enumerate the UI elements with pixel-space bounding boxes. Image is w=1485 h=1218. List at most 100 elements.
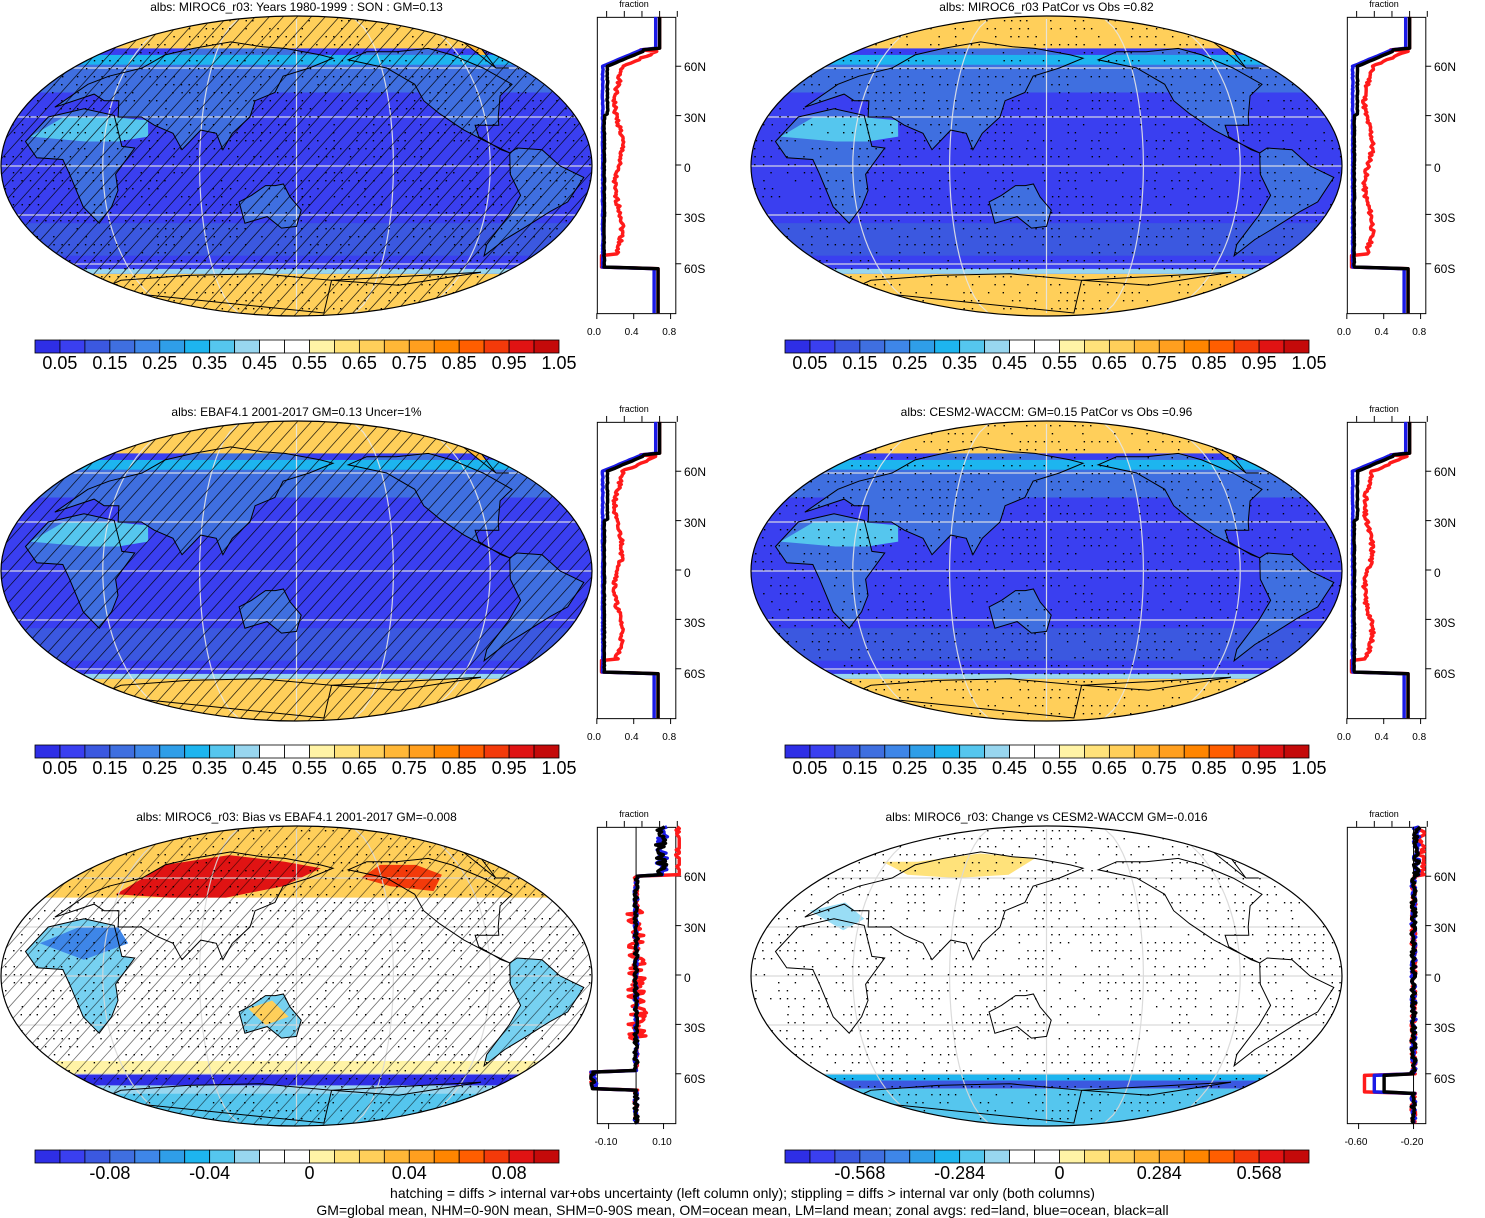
colorbar-label: 0.65: [1091, 353, 1127, 373]
zonal-tick-label: 0.4: [1374, 732, 1389, 743]
colorbar-label: 0.55: [291, 758, 327, 778]
colorbar-label: 0.15: [842, 353, 878, 373]
colorbar-label: 1.05: [1291, 353, 1327, 373]
colorbar: [34, 744, 560, 759]
latitude-label: 60S: [1434, 1071, 1456, 1086]
latitude-label: 30S: [684, 616, 706, 631]
colorbar-label: 0.45: [242, 758, 278, 778]
latitude-label: 30S: [684, 211, 706, 226]
latitude-label: 0: [1434, 566, 1441, 580]
zonal-average-plot: [1346, 10, 1432, 320]
colorbar-label: 0.75: [391, 758, 427, 778]
latitude-label: 60N: [1434, 60, 1457, 75]
latitude-label: 30N: [1434, 515, 1457, 530]
latitude-label: 30S: [684, 1021, 706, 1036]
colorbar-label: 1.05: [541, 353, 577, 373]
latitude-label: 60N: [684, 870, 707, 885]
colorbar-label: 1.05: [541, 758, 577, 778]
zonal-tick-label: -0.10: [594, 1137, 618, 1148]
colorbar-label: 0.05: [42, 758, 78, 778]
panel-title: albs: MIROC6_r03: Years 1980-1999 : SON …: [150, 0, 443, 14]
zonal-average-plot: [596, 10, 682, 320]
colorbar-label: 0.15: [92, 353, 128, 373]
latitude-label: 60S: [684, 666, 706, 681]
colorbar-label: 0.25: [892, 758, 928, 778]
latitude-label: 60N: [684, 465, 707, 480]
panel-3: albs: EBAF4.1 2001-2017 GM=0.13 Uncer=1%…: [0, 404, 735, 810]
latitude-label: 30S: [1434, 1021, 1456, 1036]
global-map: [750, 420, 1343, 722]
zonal-average-plot: [1346, 415, 1432, 725]
colorbar-label: 0.45: [242, 353, 278, 373]
latitude-label: 60N: [1434, 870, 1457, 885]
latitude-label: 30N: [684, 920, 707, 935]
panel-title: albs: MIROC6_r03: Bias vs EBAF4.1 2001-2…: [136, 810, 457, 824]
latitude-label: 30N: [1434, 110, 1457, 125]
latitude-label: 30N: [1434, 920, 1457, 935]
panel-title: albs: EBAF4.1 2001-2017 GM=0.13 Uncer=1%: [171, 405, 422, 419]
global-map: [750, 15, 1343, 317]
zonal-tick-label: 0.4: [624, 732, 639, 743]
zonal-average-plot: [589, 820, 682, 1130]
zonal-tick-label: 0.0: [1337, 327, 1351, 338]
colorbar-label: 0.25: [142, 353, 178, 373]
zonal-axis-title: fraction: [1369, 404, 1399, 414]
colorbar-label: 0: [1054, 1163, 1065, 1183]
colorbar-label: 0.95: [1241, 758, 1277, 778]
panel-4: albs: CESM2-WACCM: GM=0.15 PatCor vs Obs…: [750, 404, 1485, 810]
colorbar-label: 0.35: [942, 353, 978, 373]
colorbar-label: 0.284: [1136, 1163, 1182, 1183]
latitude-label: 60N: [1434, 465, 1457, 480]
zonal-average-plot: [596, 415, 682, 725]
zonal-tick-label: 0.4: [624, 327, 639, 338]
zonal-tick-label: 0.8: [662, 327, 677, 338]
panel-2: albs: MIROC6_r03 PatCor vs Obs =0.82 frac…: [750, 0, 1485, 405]
global-map: [0, 825, 593, 1127]
latitude-label: 60S: [1434, 261, 1456, 276]
colorbar-label: -0.284: [934, 1163, 986, 1183]
colorbar-label: -0.08: [89, 1163, 131, 1183]
footer-line-1: hatching = diffs > internal var+obs unce…: [390, 1185, 1095, 1201]
global-map: [0, 15, 593, 317]
global-map: [0, 420, 593, 722]
colorbar-label: 0.08: [491, 1163, 527, 1183]
colorbar-label: 0.65: [341, 758, 377, 778]
colorbar-label: 0.85: [1191, 758, 1227, 778]
colorbar-label: 0.55: [291, 353, 327, 373]
latitude-label: 0: [684, 566, 691, 580]
colorbar-label: 0.85: [441, 353, 477, 373]
panel-5: albs: MIROC6_r03: Bias vs EBAF4.1 2001-2…: [0, 809, 735, 1215]
colorbar-label: 0.55: [1041, 758, 1077, 778]
zonal-tick-label: 0.8: [1412, 327, 1427, 338]
panel-title: albs: MIROC6_r03 PatCor vs Obs =0.82: [939, 0, 1154, 14]
colorbar-label: 0.15: [92, 758, 128, 778]
latitude-label: 30N: [684, 515, 707, 530]
panel-title: albs: MIROC6_r03: Change vs CESM2-WACCM …: [885, 810, 1208, 824]
colorbar: [784, 339, 1310, 354]
colorbar-label: 0.85: [441, 758, 477, 778]
colorbar-label: 0.65: [1091, 758, 1127, 778]
colorbar-label: 0.65: [341, 353, 377, 373]
colorbar-label: 0.35: [192, 758, 228, 778]
zonal-tick-label: 0.8: [1412, 732, 1427, 743]
colorbar-label: 0.75: [1141, 758, 1177, 778]
colorbar: [784, 744, 1310, 759]
zonal-average-plot: [1346, 820, 1432, 1130]
latitude-label: 60N: [684, 60, 707, 75]
zonal-tick-label: 0.0: [587, 732, 601, 743]
zonal-tick-label: 0.4: [1374, 327, 1389, 338]
latitude-label: 60S: [1434, 666, 1456, 681]
colorbar-label: 0.75: [1141, 353, 1177, 373]
zonal-tick-label: -0.20: [1400, 1137, 1424, 1148]
colorbar-label: 0.45: [992, 353, 1028, 373]
colorbar-label: 1.05: [1291, 758, 1327, 778]
zonal-axis-title: fraction: [1369, 809, 1399, 819]
panel-1: albs: MIROC6_r03: Years 1980-1999 : SON …: [0, 0, 735, 405]
colorbar: [34, 1149, 560, 1164]
colorbar-label: 0.45: [992, 758, 1028, 778]
zonal-axis-title: fraction: [619, 809, 649, 819]
latitude-label: 0: [1434, 161, 1441, 175]
colorbar-label: 0.35: [942, 758, 978, 778]
latitude-label: 30S: [1434, 616, 1456, 631]
zonal-axis-title: fraction: [619, 404, 649, 414]
